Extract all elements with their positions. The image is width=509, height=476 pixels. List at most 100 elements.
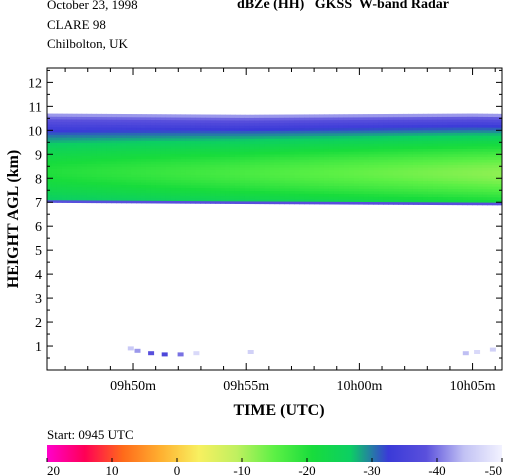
heat-cell <box>289 148 295 152</box>
heat-cell <box>215 122 221 126</box>
heat-cell <box>328 148 335 152</box>
heat-cell <box>338 169 345 173</box>
heat-cell <box>175 174 182 178</box>
heat-cell <box>388 180 394 184</box>
heat-cell <box>264 135 271 139</box>
heat-cell <box>229 132 236 137</box>
heat-cell <box>462 196 468 200</box>
heat-cell <box>106 119 112 123</box>
heat-cell <box>86 179 93 183</box>
heat-cell <box>126 140 132 144</box>
heat-cell <box>145 189 152 193</box>
heat-cell <box>76 191 83 196</box>
heat-cell <box>314 182 320 186</box>
heat-cell <box>56 150 63 154</box>
heat-cell <box>388 153 394 158</box>
heat-cell <box>328 177 335 181</box>
heat-cell <box>462 113 468 117</box>
heat-cell <box>126 160 132 165</box>
heat-cell <box>91 119 98 123</box>
heat-cell <box>319 198 325 202</box>
heat-cell <box>66 142 73 146</box>
heat-cell <box>106 147 112 152</box>
heat-cell <box>462 140 468 144</box>
heat-cell <box>403 198 409 203</box>
heat-cell <box>328 156 335 160</box>
heat-cell <box>328 190 335 194</box>
heat-cell <box>96 163 103 167</box>
heat-cell <box>403 175 409 179</box>
heat-cell <box>205 187 211 191</box>
heat-cell <box>403 185 409 189</box>
heat-cell <box>71 142 78 146</box>
heat-cell <box>91 134 98 138</box>
heat-cell <box>170 116 177 121</box>
heat-cell <box>259 156 266 160</box>
heat-cell <box>452 132 459 136</box>
heat-cell <box>279 119 285 124</box>
heat-cell <box>393 190 399 195</box>
heat-cell <box>150 132 157 136</box>
heat-cell <box>492 145 498 150</box>
heat-cell <box>121 187 127 191</box>
heat-cell <box>358 153 365 158</box>
heat-cell <box>452 143 459 147</box>
heat-cell <box>200 143 206 147</box>
heat-cell <box>175 129 182 134</box>
heat-cell <box>363 143 370 147</box>
heat-cell <box>175 140 182 144</box>
heat-cell <box>363 172 370 176</box>
heat-cell <box>264 190 271 194</box>
heat-cell <box>472 140 478 144</box>
heat-cell <box>437 127 444 131</box>
heat-cell <box>81 142 88 146</box>
heat-cell <box>220 187 226 191</box>
heat-cell <box>368 193 375 197</box>
heat-cell <box>398 151 404 155</box>
heat-cell <box>71 165 78 170</box>
heat-cell <box>61 134 68 138</box>
heat-cell <box>180 137 187 142</box>
heat-cell <box>492 124 498 128</box>
heat-cell <box>150 124 157 128</box>
heat-cell <box>269 200 276 205</box>
heat-cell <box>422 180 429 184</box>
heat-cell <box>482 167 488 171</box>
heat-cell <box>160 197 167 201</box>
heat-cell <box>442 151 449 155</box>
heat-cell <box>328 124 335 129</box>
heat-cell <box>299 140 305 144</box>
heat-cell <box>116 140 122 144</box>
heat-cell <box>328 195 335 200</box>
heat-cell <box>96 155 103 159</box>
heat-cell <box>497 191 502 195</box>
heat-cell <box>215 153 221 157</box>
heat-cell <box>185 161 192 165</box>
heat-cell <box>249 166 256 171</box>
heat-cell <box>249 179 256 184</box>
heat-cell <box>427 167 434 171</box>
heat-cell <box>309 198 315 202</box>
heat-cell <box>136 166 142 170</box>
heat-cell <box>264 143 271 147</box>
heat-cell <box>398 196 404 200</box>
heat-cell <box>56 173 63 177</box>
heat-cell <box>289 156 295 160</box>
heat-cell <box>91 189 98 193</box>
heat-cell <box>145 179 152 183</box>
heat-cell <box>116 132 122 136</box>
heat-cell <box>264 180 271 184</box>
heat-cell <box>150 184 157 188</box>
heat-cell <box>66 124 73 128</box>
heat-cell <box>393 135 399 139</box>
heat-cell <box>150 127 157 131</box>
heat-cell <box>76 134 83 138</box>
heat-cell <box>239 125 246 129</box>
heat-cell <box>457 124 464 128</box>
heat-cell <box>200 200 206 204</box>
heat-cell <box>442 140 449 144</box>
heat-cell <box>234 122 241 126</box>
heat-cell <box>254 182 261 186</box>
heat-cell <box>279 169 285 173</box>
heat-cell <box>314 169 320 173</box>
